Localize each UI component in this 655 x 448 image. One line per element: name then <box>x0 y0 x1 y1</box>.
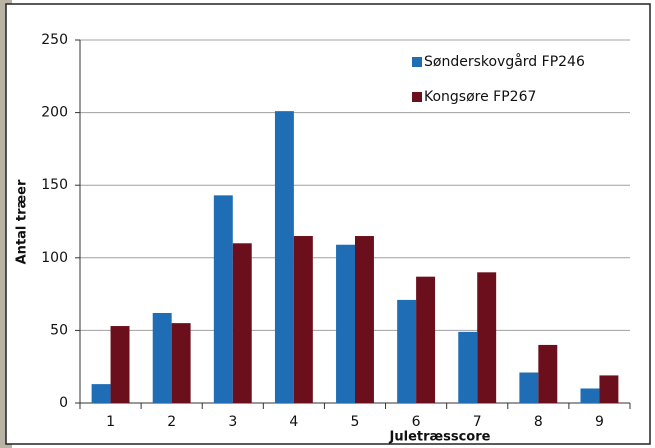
bar <box>458 332 477 403</box>
x-tick-label: 7 <box>473 414 482 430</box>
x-tick-label: 3 <box>228 414 237 430</box>
x-tick-label: 6 <box>412 414 421 430</box>
bar <box>214 195 233 403</box>
x-axis-label: Juletræsscore <box>389 430 491 445</box>
bar <box>275 111 294 403</box>
x-tick-label: 8 <box>534 414 543 430</box>
bar <box>111 326 130 403</box>
y-tick-label: 200 <box>41 105 68 121</box>
bar <box>538 345 557 403</box>
x-tick-label: 1 <box>106 414 115 430</box>
y-tick-label: 0 <box>59 395 68 411</box>
chart: Juletræsscore Antal træer 05010015020025… <box>0 0 655 448</box>
bar <box>233 243 252 403</box>
bar <box>416 277 435 403</box>
bar <box>397 300 416 403</box>
x-tick-label: 2 <box>167 414 176 430</box>
bar <box>519 373 538 403</box>
bar <box>172 323 191 403</box>
y-axis-label: Antal træer <box>15 179 30 264</box>
bar <box>153 313 172 403</box>
bar <box>355 236 374 403</box>
legend-swatch <box>412 92 422 102</box>
bar <box>294 236 313 403</box>
x-tick-label: 5 <box>351 414 360 430</box>
y-tick-label: 150 <box>41 177 68 193</box>
legend-label: Sønderskovgård FP246 <box>424 53 585 70</box>
bar <box>336 245 355 403</box>
bar <box>92 384 111 403</box>
bar <box>477 272 496 403</box>
x-tick-label: 9 <box>595 414 604 430</box>
legend-label: Kongsøre FP267 <box>424 89 536 105</box>
legend-swatch <box>412 57 422 67</box>
y-tick-label: 250 <box>41 32 68 48</box>
x-tick-label: 4 <box>289 414 298 430</box>
bar <box>581 388 600 403</box>
y-tick-label: 50 <box>50 322 68 338</box>
y-tick-label: 100 <box>41 250 68 266</box>
bar <box>599 375 618 403</box>
